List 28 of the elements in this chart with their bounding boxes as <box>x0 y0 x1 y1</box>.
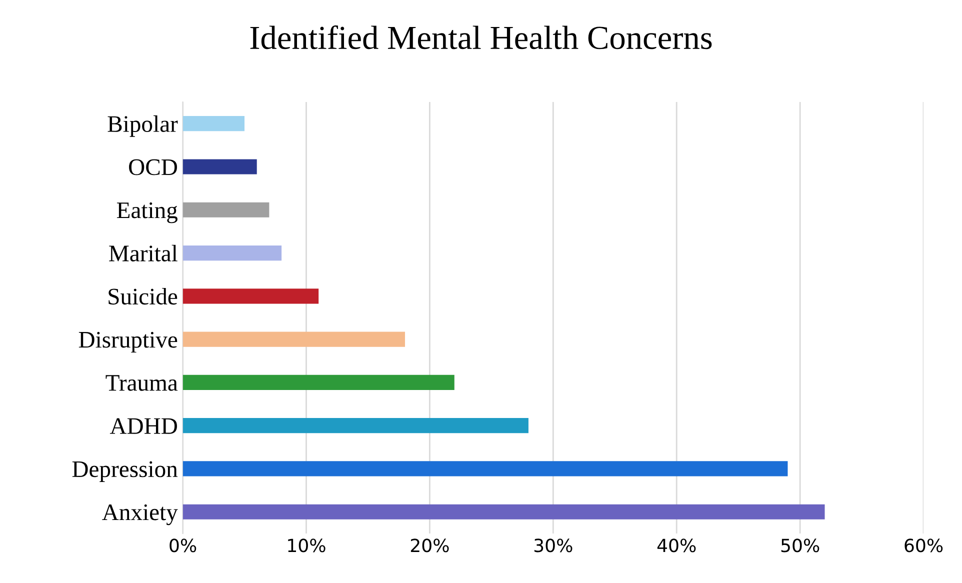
y-tick-label: Suicide <box>108 288 178 305</box>
bar <box>182 159 257 174</box>
bar <box>182 332 405 347</box>
y-tick-label: ADHD <box>110 418 177 434</box>
bar <box>182 116 245 132</box>
chart-title: Identified Mental Health Concerns <box>250 25 712 50</box>
y-tick-label: Bipolar <box>108 115 178 137</box>
bar <box>182 461 788 476</box>
bar <box>182 202 270 218</box>
y-tick-label: Anxiety <box>102 504 178 526</box>
y-tick-label: Depression <box>72 461 178 482</box>
x-tick-label: 0% <box>170 538 196 552</box>
y-tick-label: Marital <box>109 244 178 262</box>
y-tick-label: OCD <box>129 159 177 176</box>
bar <box>182 374 454 390</box>
x-tick-label: 40% <box>657 538 696 552</box>
x-tick-label: 10% <box>288 538 326 552</box>
x-tick-label: 50% <box>781 538 820 552</box>
x-tick-label: 60% <box>904 538 943 552</box>
x-tick-label: 20% <box>410 538 449 552</box>
bar <box>182 288 319 304</box>
y-tick-label: Eating <box>116 202 178 224</box>
y-tick-label: Disruptive <box>78 332 178 353</box>
bar <box>182 245 282 261</box>
bar <box>182 504 825 520</box>
x-tick-label: 30% <box>534 538 572 552</box>
bar <box>182 418 528 434</box>
y-tick-label: Trauma <box>106 375 178 391</box>
